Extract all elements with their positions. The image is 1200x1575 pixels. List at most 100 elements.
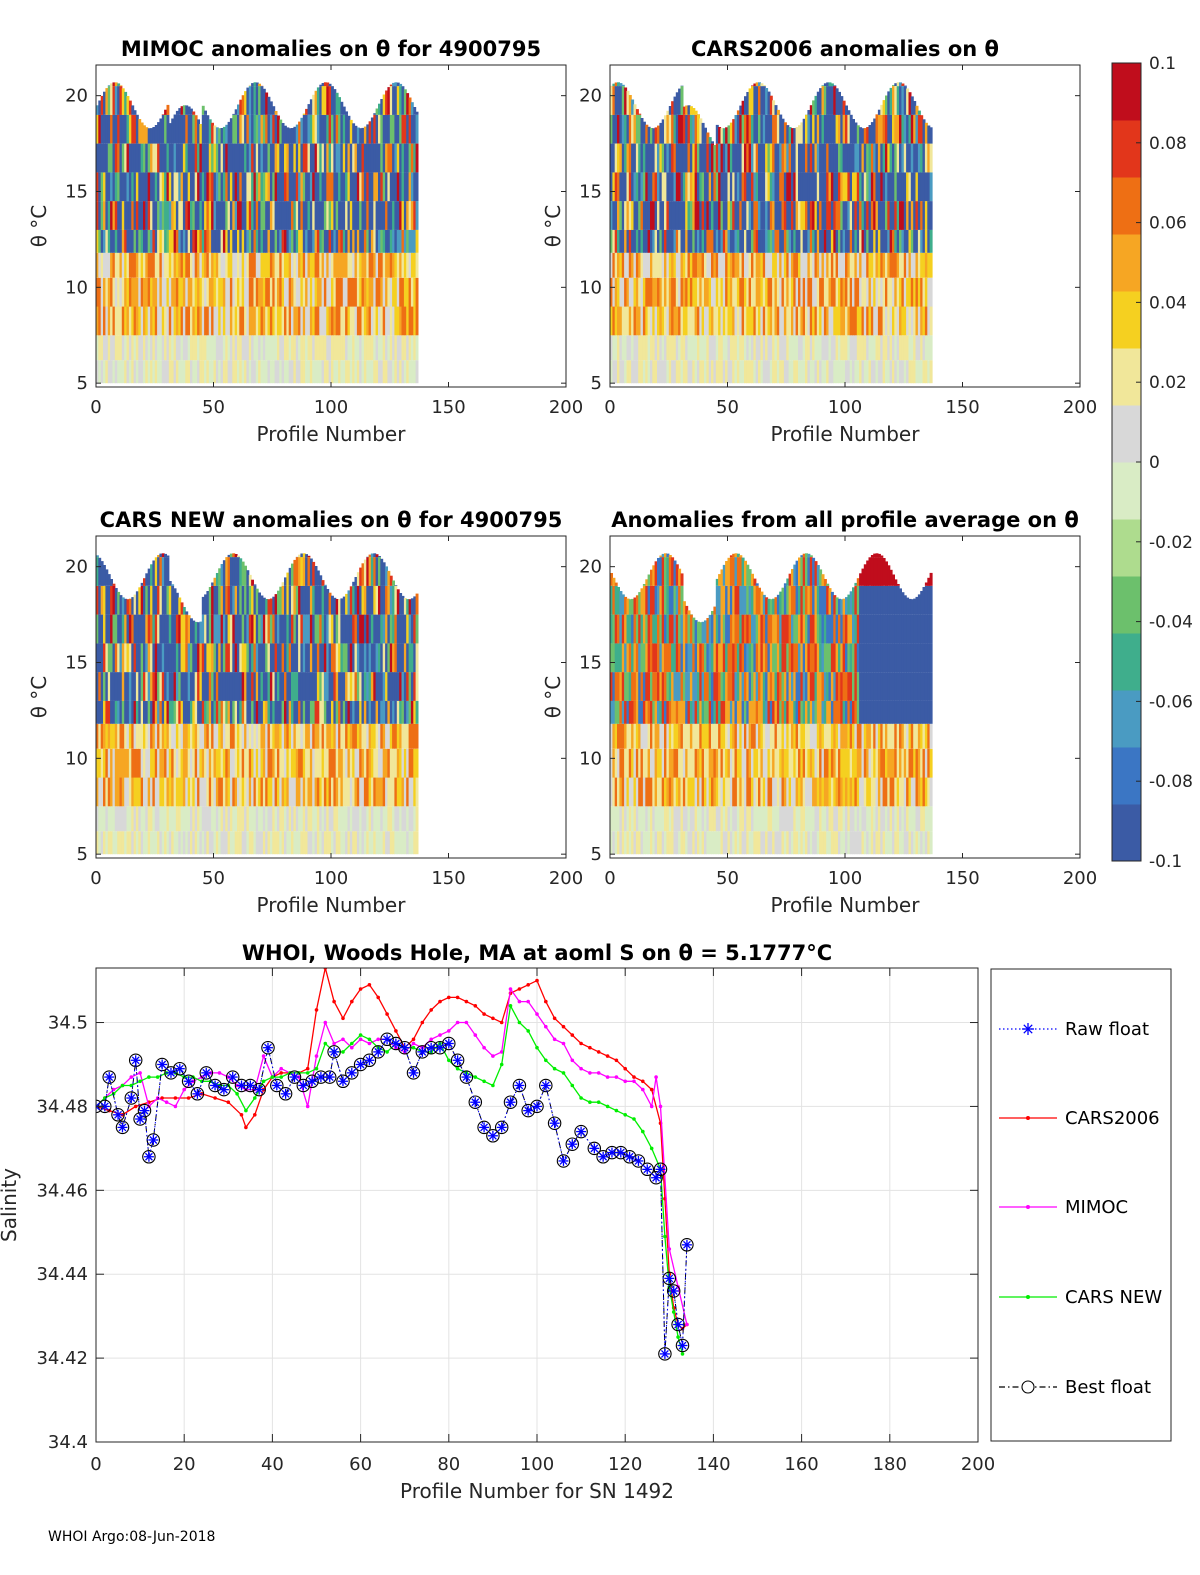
data-point bbox=[160, 1096, 164, 1100]
data-point bbox=[549, 1118, 560, 1129]
data-point bbox=[532, 1101, 542, 1112]
data-point bbox=[552, 1066, 557, 1071]
data-point bbox=[314, 1066, 319, 1071]
data-point bbox=[350, 1045, 354, 1050]
data-point bbox=[253, 1096, 257, 1100]
data-point bbox=[346, 1067, 357, 1078]
data-point bbox=[345, 1066, 359, 1080]
data-point bbox=[341, 1050, 345, 1054]
footer-text: WHOI Argo:08-Jun-2018 bbox=[48, 1529, 215, 1545]
data-point bbox=[508, 1004, 513, 1008]
data-point bbox=[411, 1037, 416, 1042]
colorbar-swatch bbox=[1112, 519, 1141, 577]
data-point bbox=[588, 1100, 592, 1104]
data-point bbox=[663, 1234, 667, 1239]
colorbar-swatch bbox=[1112, 348, 1141, 406]
panel-title: Anomalies from all profile average on θ bbox=[611, 508, 1079, 532]
data-point bbox=[353, 1057, 368, 1072]
data-point bbox=[596, 1100, 601, 1104]
data-point bbox=[157, 1059, 168, 1070]
data-point bbox=[641, 1087, 645, 1092]
y-tick-label: 34.4 bbox=[48, 1432, 88, 1453]
data-point bbox=[614, 1075, 619, 1079]
legend-item-cars2006: CARS2006 bbox=[999, 1108, 1160, 1129]
data-point bbox=[668, 1285, 679, 1296]
colorbar-swatch bbox=[1112, 747, 1141, 805]
data-point bbox=[558, 1155, 569, 1166]
y-tick-label: 5 bbox=[591, 373, 602, 394]
data-point bbox=[653, 1162, 668, 1177]
data-point bbox=[442, 1036, 456, 1051]
x-tick-label: 100 bbox=[314, 397, 348, 418]
panel-ylabel: θ °C bbox=[541, 205, 565, 248]
data-point bbox=[523, 1105, 534, 1116]
data-point bbox=[279, 1071, 284, 1075]
data-point bbox=[574, 1124, 588, 1139]
data-point bbox=[367, 1041, 372, 1046]
y-tick-label: 15 bbox=[65, 182, 88, 203]
data-point bbox=[245, 1080, 256, 1091]
y-tick-label: 34.48 bbox=[36, 1096, 88, 1117]
data-point bbox=[673, 1319, 684, 1330]
data-point bbox=[491, 1054, 495, 1058]
data-point bbox=[649, 1146, 654, 1151]
data-point bbox=[142, 1150, 156, 1164]
legend-item-raw-float: Raw float bbox=[999, 1019, 1149, 1040]
data-point bbox=[452, 1055, 463, 1066]
data-point bbox=[499, 1050, 504, 1054]
data-point bbox=[552, 1037, 557, 1042]
data-point bbox=[332, 1041, 336, 1046]
data-point bbox=[390, 1038, 401, 1049]
colorbar-swatch bbox=[1112, 405, 1141, 463]
data-point bbox=[235, 1092, 239, 1096]
y-tick-label: 20 bbox=[65, 557, 88, 578]
data-point bbox=[587, 1141, 602, 1156]
data-point bbox=[117, 1122, 128, 1133]
data-point bbox=[658, 1104, 663, 1109]
data-point bbox=[164, 1100, 169, 1104]
data-point bbox=[633, 1155, 644, 1166]
data-point bbox=[649, 1087, 654, 1092]
data-point bbox=[677, 1340, 688, 1351]
data-point bbox=[473, 1075, 478, 1079]
data-point bbox=[664, 1273, 675, 1284]
data-point bbox=[641, 1079, 645, 1084]
data-point bbox=[192, 1088, 203, 1099]
legend-label: MIMOC bbox=[1065, 1197, 1128, 1218]
data-point bbox=[565, 1137, 580, 1151]
data-point bbox=[623, 1066, 627, 1071]
x-tick-label: 50 bbox=[202, 397, 225, 418]
data-point bbox=[494, 1120, 509, 1135]
data-point bbox=[201, 1067, 212, 1078]
data-point bbox=[329, 1046, 340, 1057]
data-point bbox=[174, 1063, 185, 1074]
x-tick-label: 150 bbox=[431, 868, 465, 889]
data-point bbox=[324, 1072, 335, 1083]
panel-mimoc: 0 50 100 150 200 5 10 15 20 MIMOC anomalies on θ … bbox=[27, 37, 583, 446]
data-point bbox=[680, 1352, 685, 1356]
data-point bbox=[676, 1335, 680, 1339]
colorbar-tick-label: -0.04 bbox=[1149, 613, 1193, 633]
colorbar-swatch bbox=[1112, 576, 1141, 634]
data-point bbox=[450, 1053, 465, 1068]
data-point bbox=[182, 1087, 186, 1092]
data-point bbox=[380, 1032, 394, 1047]
data-point bbox=[236, 1080, 247, 1091]
x-tick-label: 140 bbox=[696, 1454, 730, 1475]
panel-carsnew: 0 50 100 150 200 5 10 15 20 CARS NEW anomalies on… bbox=[27, 508, 583, 917]
legend-label: Best float bbox=[1065, 1377, 1151, 1398]
data-point bbox=[540, 1080, 551, 1091]
panel-xlabel: Profile Number bbox=[771, 893, 921, 917]
data-point bbox=[181, 1074, 196, 1089]
y-tick-label: 34.5 bbox=[48, 1013, 88, 1034]
x-tick-label: 0 bbox=[90, 397, 101, 418]
panel-ylabel: θ °C bbox=[27, 205, 51, 248]
data-point bbox=[521, 1103, 535, 1118]
data-point bbox=[364, 1055, 375, 1066]
data-point bbox=[517, 1020, 522, 1025]
data-point bbox=[373, 1046, 384, 1057]
data-point bbox=[576, 1126, 587, 1137]
data-point bbox=[279, 1075, 284, 1079]
data-point bbox=[470, 1097, 481, 1108]
